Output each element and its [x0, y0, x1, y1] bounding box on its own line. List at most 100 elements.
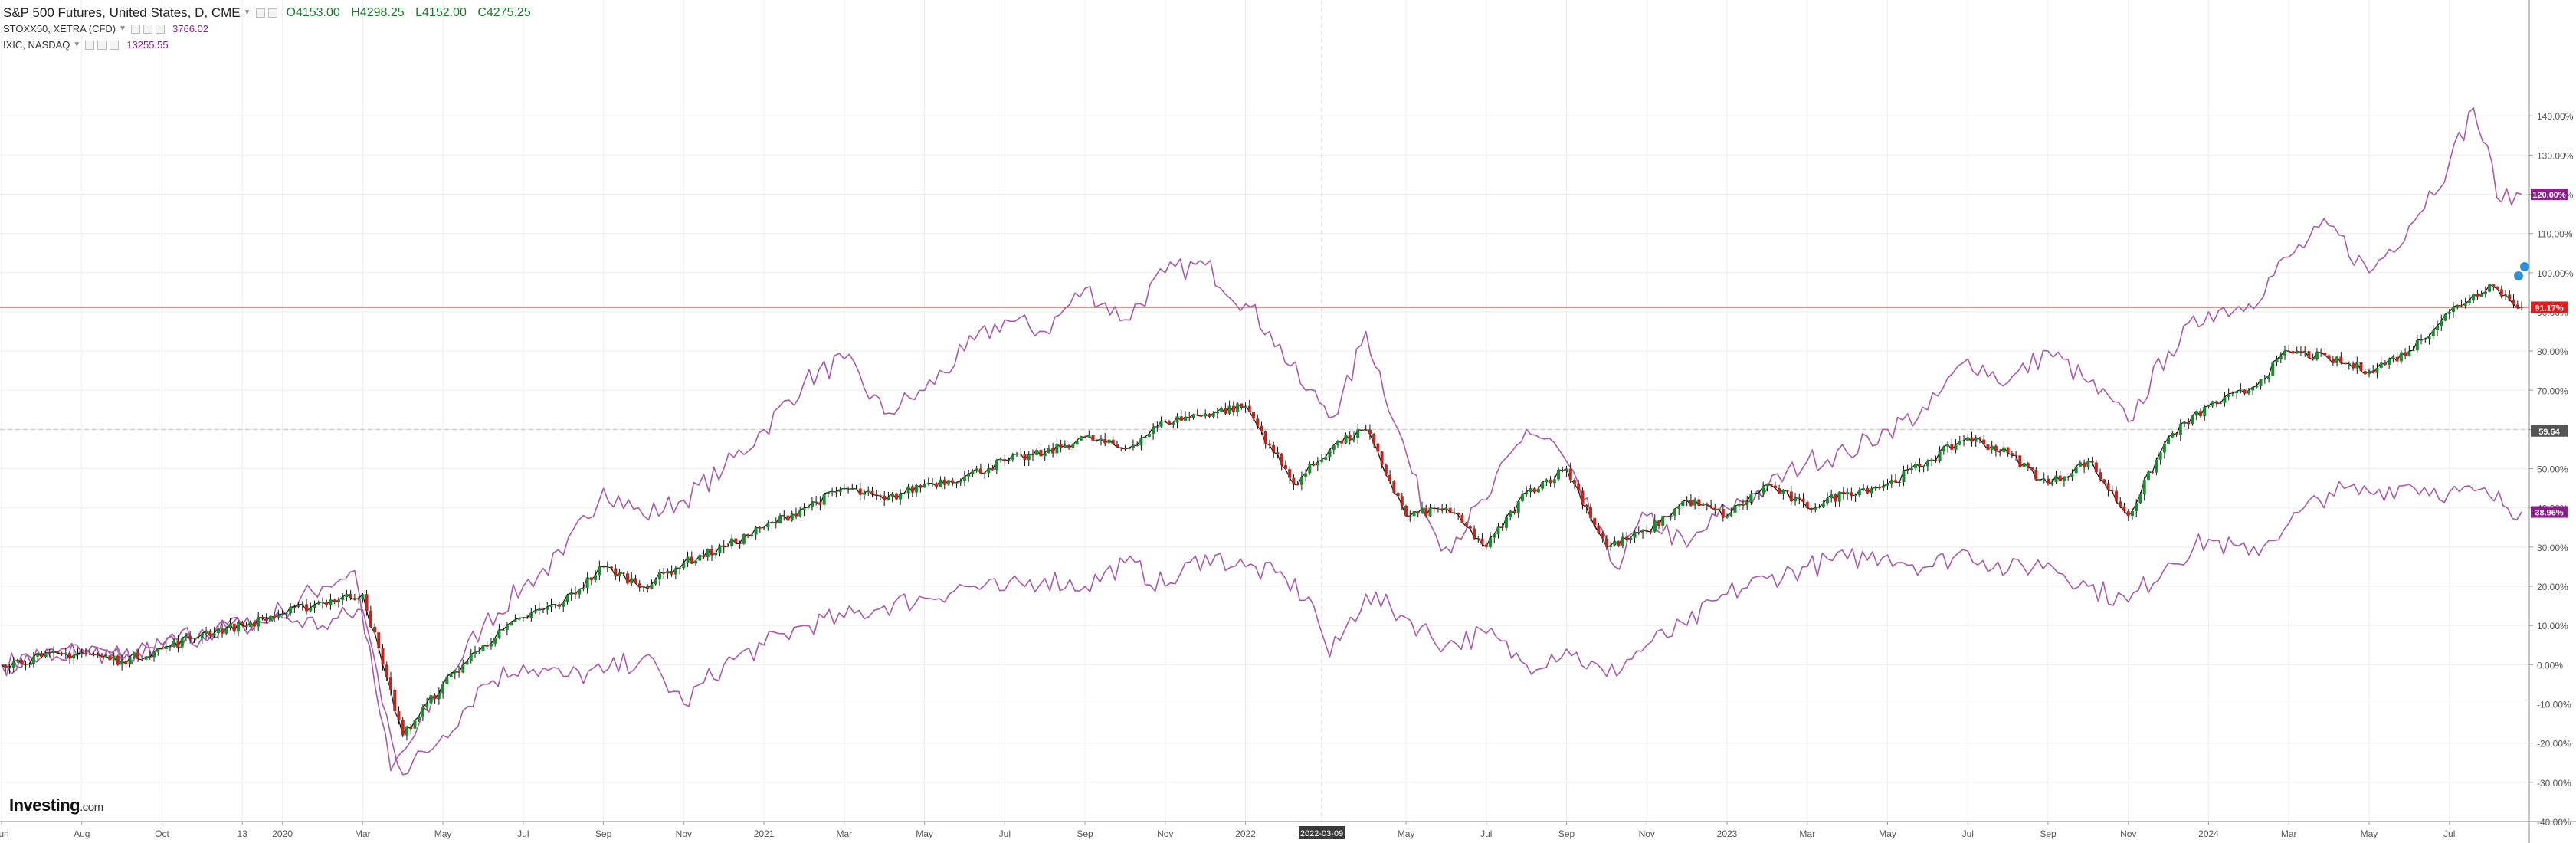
candle — [605, 566, 609, 568]
candle — [690, 556, 693, 564]
candle — [1420, 507, 1424, 513]
candle — [2472, 294, 2476, 301]
candle — [11, 661, 15, 668]
candle — [232, 623, 236, 632]
candle — [510, 622, 513, 626]
close-icon[interactable] — [267, 8, 277, 18]
event-marker-icon[interactable] — [2514, 271, 2523, 281]
candle — [1729, 512, 1733, 516]
candle — [1681, 500, 1685, 507]
candle — [842, 488, 846, 490]
candle — [477, 651, 481, 652]
candle — [1027, 454, 1031, 461]
candle — [2271, 362, 2275, 376]
chevron-down-icon[interactable]: ▼ — [73, 41, 81, 49]
candle — [1444, 507, 1448, 511]
candle — [397, 711, 401, 720]
candle — [621, 572, 625, 574]
candle — [818, 502, 822, 505]
candle — [1412, 511, 1416, 517]
chevron-down-icon[interactable]: ▼ — [243, 8, 251, 17]
candle — [244, 625, 248, 627]
candle — [437, 693, 441, 700]
main-symbol-title[interactable]: S&P 500 Futures, United States, D, CME — [3, 5, 241, 20]
legend-compare-row[interactable]: STOXX50, XETRA (CFD) ▼ 3766.02 — [3, 21, 539, 37]
compare-symbol-name[interactable]: STOXX50, XETRA (CFD) — [3, 23, 116, 34]
candle — [1794, 497, 1798, 502]
candle — [750, 534, 754, 536]
candle — [465, 661, 469, 665]
legend-compare-row[interactable]: IXIC, NASDAQ ▼ 13255.55 — [3, 37, 539, 53]
legend-main-row[interactable]: S&P 500 Futures, United States, D, CME ▼… — [3, 5, 539, 21]
candle — [1577, 483, 1581, 491]
candle — [2496, 287, 2499, 290]
candle — [2171, 433, 2175, 438]
settings-icon[interactable] — [97, 40, 107, 50]
close-icon[interactable] — [110, 40, 120, 50]
candle — [40, 653, 44, 658]
candle — [657, 572, 661, 580]
candle — [2162, 444, 2166, 453]
candle — [2110, 490, 2114, 491]
candle — [573, 592, 577, 595]
y-axis-tick-label: -30.00% — [2537, 778, 2571, 789]
candle — [959, 480, 962, 483]
candle — [2299, 351, 2302, 353]
candle — [666, 570, 670, 574]
candle — [1873, 487, 1877, 489]
settings-icon[interactable] — [143, 24, 153, 34]
value-label: 38.96% — [2531, 506, 2568, 518]
candle — [1368, 429, 1372, 435]
candle — [2327, 355, 2331, 359]
x-axis-tick-label: 2020 — [272, 828, 293, 839]
candle — [698, 555, 702, 561]
candle — [946, 480, 950, 485]
close-icon[interactable] — [156, 24, 166, 34]
candle — [887, 496, 890, 500]
grid-lines — [0, 0, 2529, 822]
candle — [1717, 509, 1721, 510]
candle — [84, 653, 87, 654]
candle — [481, 645, 485, 651]
y-axis-tick-label: 110.00% — [2537, 229, 2573, 240]
candle — [2155, 459, 2158, 473]
candle — [2395, 356, 2399, 362]
candle — [2427, 336, 2431, 339]
candle — [1071, 444, 1075, 448]
candle — [766, 523, 770, 528]
x-axis-tick-label: Jul — [2443, 828, 2455, 839]
open-value: 4153.00 — [295, 6, 340, 19]
candle — [20, 660, 24, 664]
candle — [289, 606, 293, 614]
candle — [2194, 411, 2198, 416]
settings-icon[interactable] — [255, 8, 265, 18]
candle — [1312, 464, 1316, 466]
y-axis-tick-label: 50.00% — [2537, 464, 2568, 475]
investing-logo[interactable]: Investing.com — [9, 795, 103, 815]
candle — [1360, 429, 1364, 431]
candle — [15, 660, 19, 662]
candle — [565, 595, 569, 602]
candle — [341, 596, 345, 600]
value-label: 120.00% — [2531, 188, 2568, 200]
candle — [569, 592, 573, 595]
candle — [1604, 538, 1608, 547]
candle — [1267, 443, 1271, 445]
candle — [2203, 406, 2207, 416]
candle — [1536, 488, 1540, 493]
compare-symbol-name[interactable]: IXIC, NASDAQ — [3, 39, 70, 51]
candle — [1416, 511, 1420, 513]
candle — [702, 555, 706, 557]
candle — [637, 583, 641, 588]
event-marker-icon[interactable] — [2520, 262, 2529, 272]
visibility-icon[interactable] — [85, 40, 95, 50]
candle — [1304, 473, 1308, 477]
chevron-down-icon[interactable]: ▼ — [119, 25, 127, 33]
candle — [537, 608, 541, 611]
candle — [1123, 448, 1127, 449]
visibility-icon[interactable] — [131, 24, 141, 34]
candle — [2135, 503, 2138, 511]
candle — [60, 653, 64, 654]
candle — [1970, 437, 1974, 442]
